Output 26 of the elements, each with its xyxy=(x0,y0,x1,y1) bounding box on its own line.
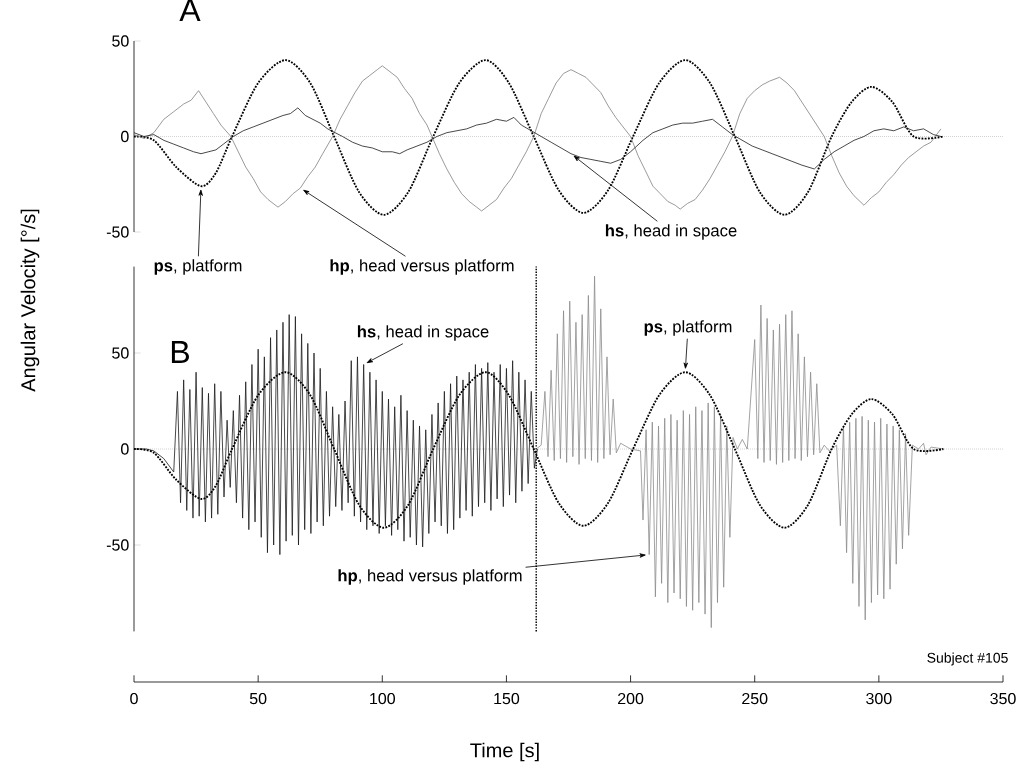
annotation: hs, head in space xyxy=(357,325,489,341)
annotation: ps, platform xyxy=(644,320,732,336)
annotation: hp, head versus platform xyxy=(338,569,522,585)
x-tick-label: 100 xyxy=(370,692,396,705)
annotation: hs, head in space xyxy=(605,224,737,240)
y-tick-label: -50 xyxy=(106,539,129,551)
line-series xyxy=(535,275,944,628)
text: Subject #105 xyxy=(927,652,1008,666)
x-tick-label: 200 xyxy=(618,692,644,705)
text: B xyxy=(171,340,189,363)
annotation: hp, head versus platform xyxy=(330,259,514,275)
x-tick-label: 50 xyxy=(249,692,267,705)
y-tick-label: -50 xyxy=(106,226,129,238)
x-tick-label: 150 xyxy=(494,692,520,705)
x-tick-label: 0 xyxy=(130,692,138,705)
x-tick-label: 300 xyxy=(866,692,892,705)
y-tick-label: 50 xyxy=(112,35,129,47)
y-axis-title: Angular Velocity [°/s] xyxy=(20,209,40,392)
y-tick-label: 0 xyxy=(121,130,129,143)
x-tick-label: 350 xyxy=(990,692,1016,705)
x-axis-title: Time [s] xyxy=(470,742,539,762)
line-series xyxy=(133,314,538,555)
annotation: ps, platform xyxy=(154,259,242,275)
y-tick-label: 50 xyxy=(112,347,129,359)
y-tick-label: 0 xyxy=(121,443,129,455)
x-tick-label: 250 xyxy=(742,692,768,705)
